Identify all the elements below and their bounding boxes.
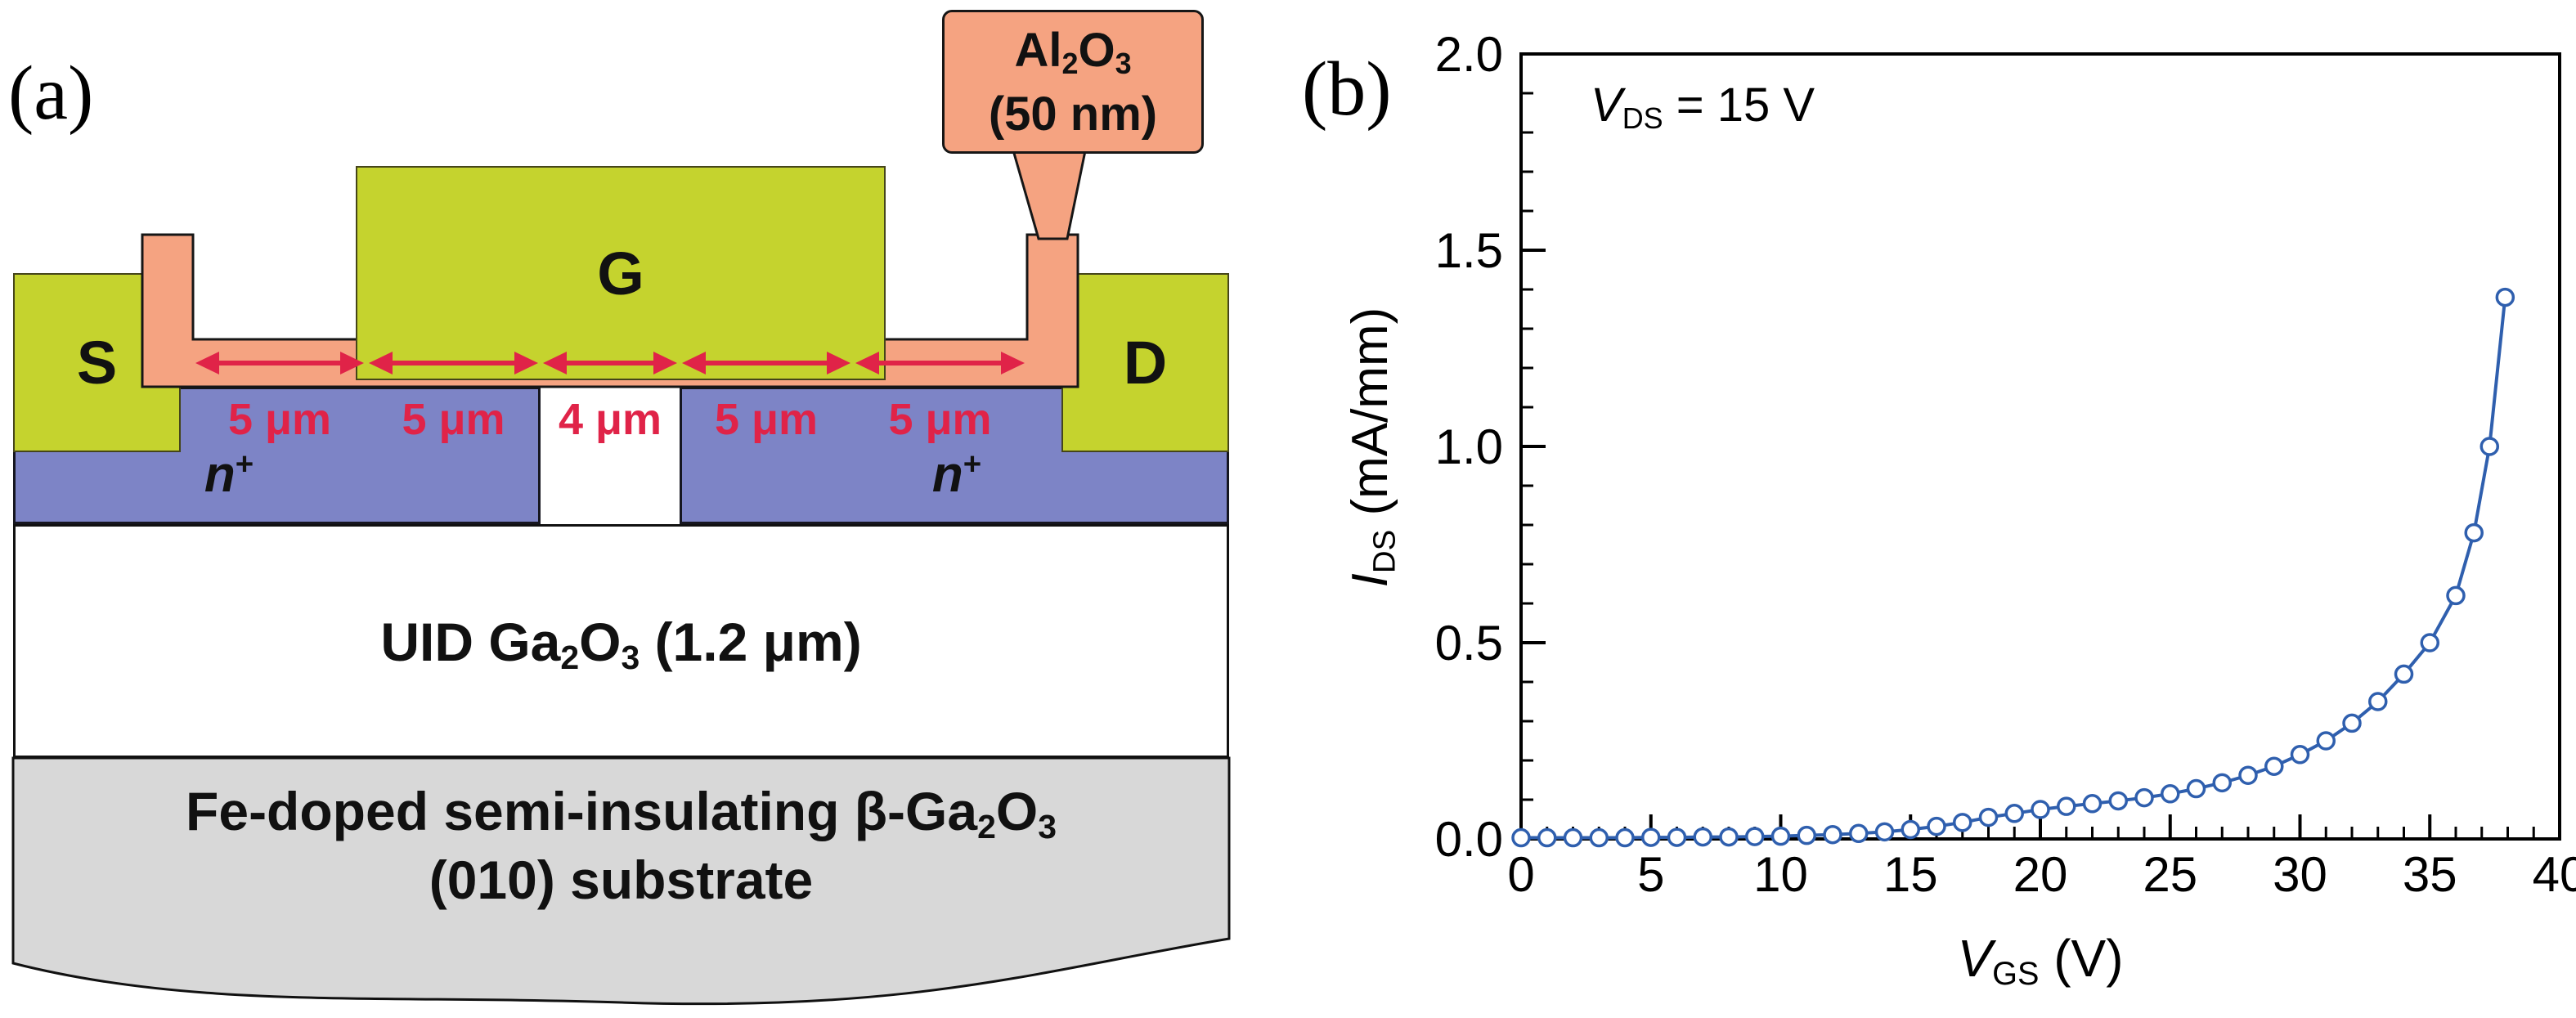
data-point [1641,827,1661,847]
panel-b-label: (b) [1302,47,1392,132]
x-tick-label: 35 [2403,847,2457,902]
data-point [1874,822,1895,842]
dimension-label: 5 μm [888,395,992,444]
data-point [2186,778,2206,799]
data-point [1719,827,1739,847]
data-point [2161,784,2180,804]
x-tick-label: 30 [2273,847,2327,902]
data-point [2082,794,2103,814]
data-point [2108,791,2128,811]
dimension-label: 5 μm [227,395,332,444]
data-point [2446,585,2466,606]
arrowhead-right-icon [1001,352,1025,374]
data-point [1563,827,1583,848]
data-point [2264,756,2284,776]
data-point [1537,827,1557,848]
data-point [1823,824,1842,845]
gate-electrode: G [356,166,886,380]
data-point [1745,827,1765,846]
substrate-label-line1: Fe-doped semi-insulating β-Ga2O3 [186,781,1057,846]
data-point [1978,807,1999,827]
uid-ga2o3-layer [13,524,1229,758]
callout-tail [1008,137,1089,240]
y-tick-label: 0.5 [1435,616,1503,670]
uid-layer-label: UID Ga2O3 (1.2 μm) [380,612,862,677]
x-tick-label: 25 [2143,847,2197,902]
data-point [2134,787,2154,808]
data-point [2238,765,2258,785]
series-line [1521,297,2507,840]
panel-a-label: (a) [8,51,94,136]
x-tick-label: 5 [1637,847,1664,902]
data-point [2394,664,2414,684]
data-point [1589,827,1609,848]
data-point [1615,827,1635,848]
y-tick-label: 2.0 [1435,27,1503,82]
data-point [1693,827,1712,847]
gate-label: G [597,239,644,307]
substrate-shape [11,756,1231,1006]
x-tick-label: 20 [2013,847,2068,902]
dimension-arrows-drawing [195,137,1089,374]
arrowhead-right-icon [514,352,538,374]
drain-electrode: D [1061,273,1229,452]
arrowhead-right-icon [340,352,364,374]
y-axis-label: IDS (mA/mm) [1342,307,1402,588]
data-point [2057,796,2076,816]
nplus-label-right: n+ [931,446,982,503]
drain-label: D [1123,329,1168,397]
substrate-drawing [11,756,1231,1006]
data-point [2031,800,2050,819]
source-label: S [76,329,118,397]
plot-frame [1519,52,2561,841]
data-point [2342,713,2362,733]
data-point [1770,826,1791,846]
y-tick-label: 1.5 [1435,223,1503,278]
data-point [1953,813,1972,832]
dimension-label: 5 μm [402,395,505,444]
data-point [1927,816,1946,836]
arrowhead-left-icon [369,352,393,374]
data-point [1797,825,1816,845]
x-tick-label: 15 [1883,847,1938,902]
data-point [2495,287,2515,307]
arrowhead-left-icon [543,352,567,374]
x-tick-label: 10 [1753,847,1808,902]
x-tick-label: 40 [2533,847,2576,902]
data-point [2420,633,2439,653]
ids-vgs-chart: 0 5 10 15 20 25 30 35 40 0.0 0.5 1.0 1.5 2.0 [1435,27,2576,902]
data-point [2290,745,2310,765]
substrate-label-line2: (010) substrate [429,850,814,910]
y-tick-label: 1.0 [1435,419,1503,474]
data-point [2480,437,2500,456]
arrowhead-right-icon [827,352,850,374]
vds-annotation: VDS = 15 V [1591,78,1815,135]
y-tick-label: 0.0 [1435,812,1503,867]
arrowhead-left-icon [855,352,879,374]
data-point [1901,819,1920,840]
arrowhead-left-icon [195,352,219,374]
data-point [1667,827,1687,847]
oxide-callout-thickness: (50 nm) [988,87,1158,141]
x-tick-label: 0 [1507,847,1534,902]
data-point [1849,823,1869,844]
data-point [2004,804,2024,823]
data-point [2464,522,2484,543]
dimension-label: 4 μm [558,395,662,444]
nplus-label-left: n+ [204,446,254,503]
arrowhead-right-icon [653,352,677,374]
oxide-callout-formula: Al2O3 [1014,24,1132,80]
data-point [2368,692,2388,711]
oxide-callout: Al2O3 (50 nm) [942,10,1204,154]
x-axis-label: VGS (V) [1957,929,2124,992]
data-point [2316,731,2336,751]
data-point [2212,773,2232,793]
data-point [1511,827,1531,848]
arrowhead-left-icon [682,352,706,374]
dimension-label: 5 μm [714,395,819,444]
substrate-label: Fe-doped semi-insulating β-Ga2O3 (010) s… [13,777,1229,914]
